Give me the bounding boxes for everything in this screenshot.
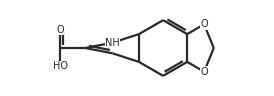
Text: O: O (200, 19, 208, 29)
Text: O: O (56, 25, 64, 35)
Text: HO: HO (53, 61, 68, 71)
Text: NH: NH (105, 38, 120, 48)
Text: O: O (200, 67, 208, 77)
